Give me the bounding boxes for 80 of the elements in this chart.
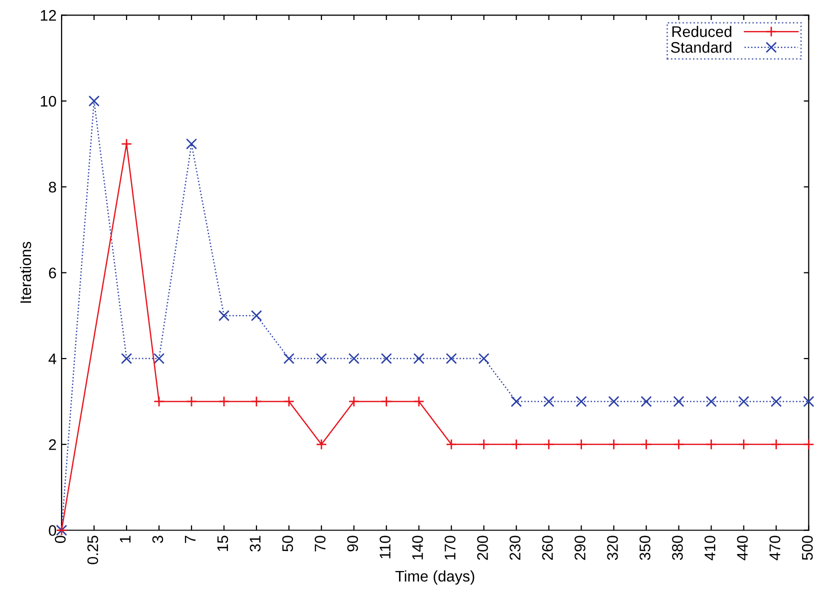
point <box>673 396 684 408</box>
point <box>153 352 165 364</box>
point <box>250 310 262 322</box>
point <box>348 396 360 408</box>
point <box>120 352 132 364</box>
legend-label: Reduced <box>672 26 732 38</box>
x-tick-label: 3 <box>152 536 164 544</box>
x-tick-label: 31 <box>250 536 261 552</box>
point <box>186 138 198 150</box>
point <box>608 396 620 408</box>
point <box>413 352 424 364</box>
x-tick-label: 0.25 <box>87 536 98 564</box>
point <box>348 352 360 364</box>
x-tick-label: 380 <box>672 536 683 560</box>
point <box>510 396 522 408</box>
point <box>478 352 490 364</box>
x-axis-title: Time (days) <box>395 570 474 585</box>
y-tick-label: 6 <box>48 268 56 278</box>
y-tick-label: 12 <box>40 10 56 21</box>
point <box>478 438 490 450</box>
point <box>153 396 165 408</box>
point <box>446 438 457 450</box>
point <box>316 352 327 364</box>
legend-label: Standard <box>670 42 732 53</box>
point <box>576 396 587 408</box>
y-tick-label: 10 <box>40 96 56 107</box>
x-tick-label: 90 <box>347 536 358 552</box>
point <box>283 396 295 408</box>
point <box>413 396 424 408</box>
x-tick-label: 440 <box>737 536 748 560</box>
y-axis-title: Iterations <box>20 242 32 303</box>
point <box>218 310 230 322</box>
x-tick-label: 7 <box>184 536 196 543</box>
point <box>316 438 327 450</box>
point <box>543 396 554 408</box>
x-tick-label: 410 <box>704 536 716 560</box>
x-tick-label: 500 <box>802 536 813 560</box>
point <box>640 438 652 450</box>
x-tick-label: 50 <box>282 536 294 552</box>
x-tick-label: 0 <box>54 536 66 544</box>
point <box>706 396 717 408</box>
point <box>88 95 100 107</box>
point <box>770 396 782 408</box>
point <box>380 352 392 364</box>
x-tick-label: 470 <box>769 536 780 560</box>
x-tick-label: 230 <box>510 536 520 560</box>
point <box>640 396 652 408</box>
point <box>770 438 782 450</box>
point <box>283 352 295 364</box>
y-tick-label: 0 <box>48 525 56 536</box>
y-tick-label: 8 <box>48 182 56 193</box>
x-tick-label: 170 <box>444 536 456 560</box>
x-tick-label: 110 <box>380 536 391 558</box>
x-tick-label: 350 <box>640 536 650 560</box>
x-tick-label: 1 <box>120 536 130 542</box>
point <box>250 396 262 408</box>
y-tick-label: 2 <box>48 439 56 450</box>
point <box>576 438 587 450</box>
point <box>510 438 522 450</box>
point <box>446 352 457 364</box>
x-tick-label: 260 <box>542 536 553 560</box>
x-tick-label: 290 <box>574 536 586 560</box>
x-tick-label: 320 <box>607 536 618 560</box>
point <box>673 438 684 450</box>
x-tick-label: 15 <box>217 536 228 551</box>
point <box>738 396 750 408</box>
x-tick-label: 70 <box>314 536 326 552</box>
point <box>738 438 750 450</box>
point <box>186 396 198 408</box>
point <box>380 396 392 408</box>
y-tick-label: 4 <box>48 354 56 364</box>
point <box>120 138 132 150</box>
point <box>803 396 814 408</box>
x-tick-label: 200 <box>477 536 488 560</box>
point <box>608 438 620 450</box>
point <box>803 438 814 450</box>
point <box>543 438 554 450</box>
point <box>218 396 230 408</box>
point <box>706 438 717 450</box>
x-tick-label: 140 <box>412 536 423 560</box>
